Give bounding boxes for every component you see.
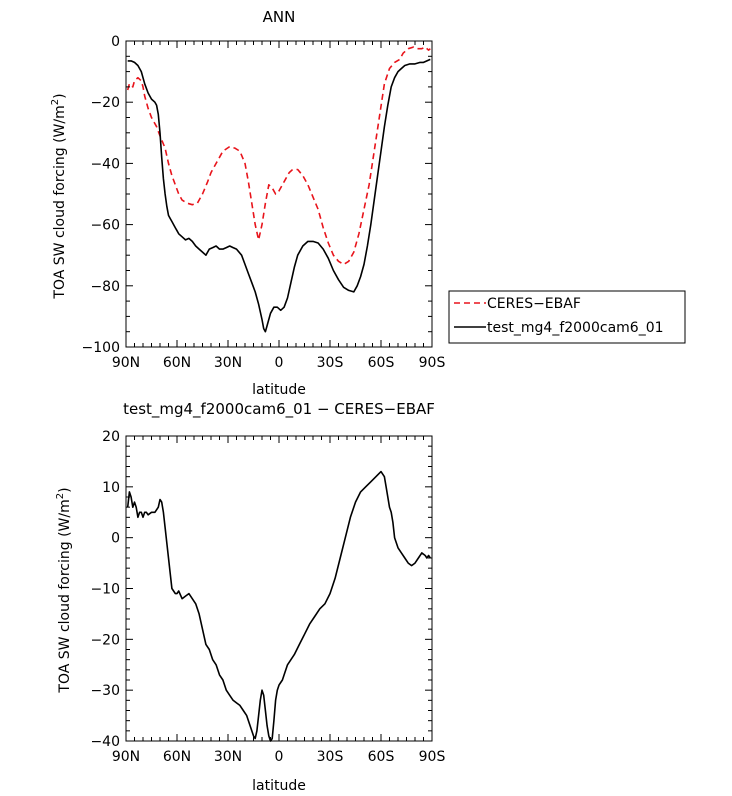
bottom-y-tick-label: −40	[90, 734, 120, 750]
top-x-tick-label: 60S	[368, 355, 395, 371]
bottom-series-difference-line	[126, 470, 431, 742]
legend: CERES−EBAF test_mg4_f2000cam6_01	[448, 290, 686, 344]
top-plot-area	[125, 40, 433, 348]
top-x-tick-label: 90N	[112, 355, 140, 371]
bottom-y-tick-label: −30	[90, 683, 120, 699]
top-x-tick-label: 60N	[163, 355, 191, 371]
legend-label-model: test_mg4_f2000cam6_01	[487, 320, 664, 336]
bottom-y-axis-label: TOA SW cloud forcing (W/m2)	[55, 487, 73, 693]
top-series-model-line	[127, 58, 431, 333]
top-y-tick-label: −60	[90, 218, 120, 234]
top-chart-title: ANN	[263, 8, 296, 26]
top-y-tick-label: −40	[90, 156, 120, 172]
top-series-ceres-line	[126, 46, 431, 266]
bottom-y-tick-labels: 20 10 0 −10 −20 −30 −40	[90, 429, 120, 750]
bottom-chart: test_mg4_f2000cam6_01 − CERES−EBAF 90N 60…	[55, 400, 445, 794]
top-x-tick-label: 30N	[214, 355, 242, 371]
bottom-y-tick-label: 0	[111, 531, 120, 547]
bottom-y-tick-label: −10	[90, 582, 120, 598]
top-y-tick-label: −80	[90, 279, 120, 295]
top-chart: ANN 90N 60N 30N 0 30S 60S 90S 0 −20 −40 −60 −80 −10…	[50, 8, 686, 398]
bottom-y-axis-label-main: TOA SW cloud forcing (W/m	[57, 499, 73, 693]
top-y-tick-label: 0	[111, 34, 120, 50]
bottom-x-tick-labels: 90N 60N 30N 0 30S 60S 90S	[112, 749, 446, 765]
top-y-axis-label: TOA SW cloud forcing (W/m2)	[50, 93, 68, 299]
top-x-tick-labels: 90N 60N 30N 0 30S 60S 90S	[112, 355, 446, 371]
bottom-y-tick-label: 10	[102, 480, 120, 496]
top-y-tick-label: −20	[90, 95, 120, 111]
bottom-x-tick-label: 30N	[214, 749, 242, 765]
top-plot-frame	[125, 40, 433, 348]
top-y-axis-label-close: )	[52, 93, 68, 98]
bottom-x-tick-label: 90S	[419, 749, 446, 765]
top-x-axis-label: latitude	[252, 382, 306, 398]
top-x-tick-label: 0	[275, 355, 284, 371]
top-y-axis-label-main: TOA SW cloud forcing (W/m	[52, 105, 68, 299]
bottom-x-tick-label: 60S	[368, 749, 395, 765]
bottom-y-axis-label-sup: 2	[55, 493, 66, 499]
top-y-axis-label-sup: 2	[50, 99, 61, 105]
bottom-x-tick-label: 30S	[317, 749, 344, 765]
top-x-tick-label: 90S	[419, 355, 446, 371]
legend-label-ceres: CERES−EBAF	[487, 296, 581, 312]
bottom-y-tick-label: −20	[90, 632, 120, 648]
bottom-x-tick-label: 60N	[163, 749, 191, 765]
bottom-chart-title: test_mg4_f2000cam6_01 − CERES−EBAF	[123, 400, 435, 419]
bottom-plot-area	[125, 435, 433, 742]
bottom-x-axis-label: latitude	[252, 778, 306, 794]
bottom-x-tick-label: 0	[275, 749, 284, 765]
top-y-tick-labels: 0 −20 −40 −60 −80 −100	[82, 34, 120, 356]
bottom-x-tick-label: 90N	[112, 749, 140, 765]
top-y-tick-label: −100	[82, 340, 120, 356]
legend-box	[448, 290, 686, 344]
top-x-tick-label: 30S	[317, 355, 344, 371]
bottom-y-axis-label-close: )	[57, 487, 73, 492]
bottom-y-tick-label: 20	[102, 429, 120, 445]
